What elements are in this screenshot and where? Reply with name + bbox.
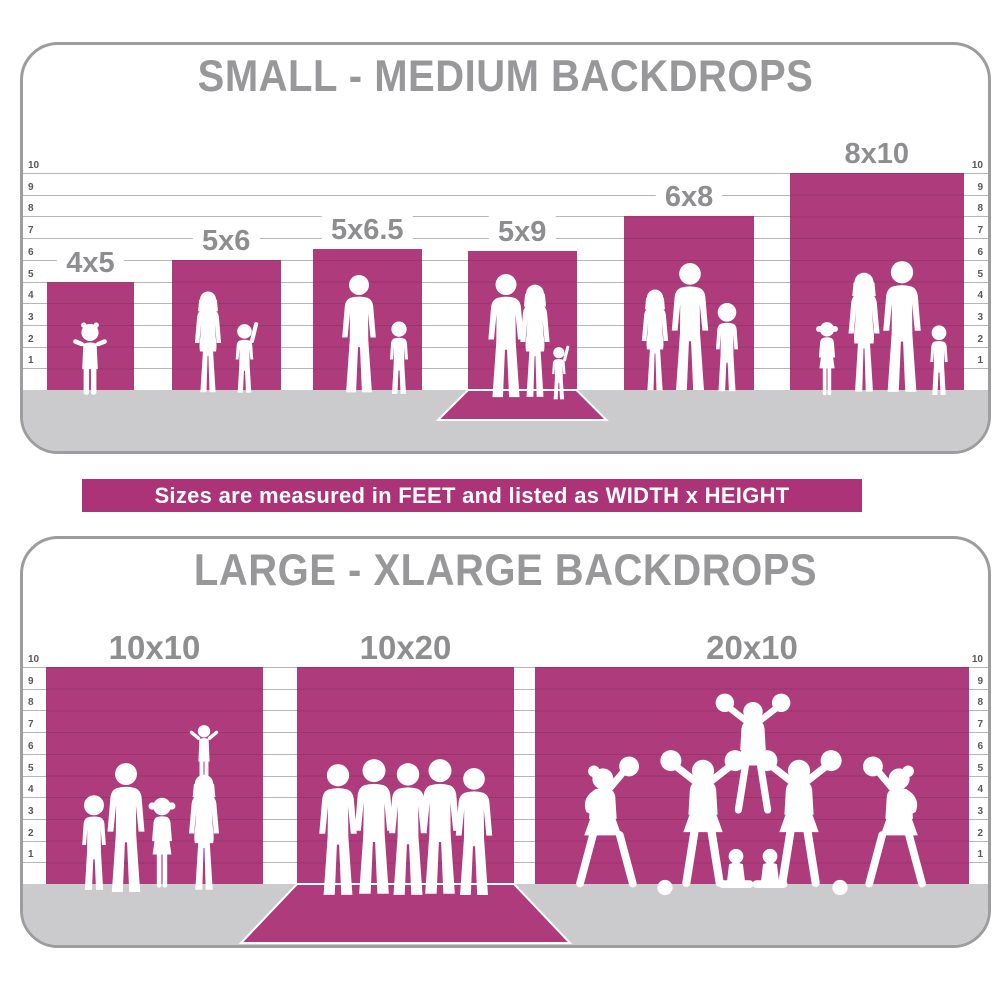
ruler-number-right-4: 4 (977, 290, 983, 302)
size-label-5x6: 5x6 (193, 223, 260, 258)
ruler-number-right-6: 6 (977, 246, 983, 258)
ruler-number-right-8: 8 (977, 203, 983, 215)
ruler-number-right-3: 3 (977, 805, 983, 817)
size-label-6x8: 6x8 (655, 180, 723, 215)
ruler-number-right-7: 7 (977, 225, 983, 237)
ruler-number-left-9: 9 (28, 181, 34, 193)
floor-runway-10x20 (238, 883, 573, 944)
ruler-number-right-6: 6 (977, 740, 983, 752)
ruler-number-right-5: 5 (977, 762, 983, 774)
silhouette-cheer-b (715, 693, 791, 815)
silhouette-woman (848, 272, 880, 392)
ruler-number-left-4: 4 (28, 784, 34, 796)
ruler-number-left-7: 7 (28, 719, 34, 731)
silhouette-boy (715, 303, 739, 392)
large-xlarge-title: LARGE - XLARGE BACKDROPS (193, 545, 818, 596)
ruler-number-left-3: 3 (28, 311, 34, 323)
ruler-number-left-5: 5 (28, 268, 34, 280)
silhouette-layer (72, 261, 948, 421)
ruler-number-left-10: 10 (28, 654, 40, 665)
ruler-number-right-4: 4 (977, 784, 983, 796)
ruler-number-left-3: 3 (28, 805, 34, 817)
size-label-20x10: 20x10 (697, 631, 807, 665)
silhouette-girl (148, 797, 176, 888)
backdrop-block-10x10 (46, 667, 263, 884)
floor-runway-5x9 (435, 389, 609, 421)
size-label-5x6.5: 5x6.5 (321, 212, 413, 247)
silhouette-layer (82, 693, 927, 944)
large-xlarge-size-chart: 10x10 10x20 20x10 1 1 2 2 3 3 4 4 5 5 6 6 7 7 8 8 9 9 10 10 (23, 539, 988, 945)
silhouette-woman (194, 291, 222, 393)
ruler-number-left-8: 8 (28, 697, 34, 709)
ruler-number-left-1: 1 (28, 355, 34, 367)
ruler-number-left-6: 6 (28, 740, 34, 752)
ruler-number-left-1: 1 (28, 849, 34, 861)
silhouette-boy (930, 325, 948, 395)
gridline-10ft (23, 173, 988, 174)
small-medium-title: SMALL - MEDIUM BACKDROPS (197, 51, 814, 102)
ruler-number-left-2: 2 (28, 827, 34, 839)
ruler-number-left-8: 8 (28, 203, 34, 215)
silhouette-cheer-a (862, 756, 927, 889)
silhouette-boy (389, 321, 409, 394)
ruler-number-left-10: 10 (28, 160, 40, 171)
silhouette-man (420, 759, 460, 894)
size-label-4x5: 4x5 (57, 245, 124, 280)
silhouette-cheer-a (575, 756, 640, 889)
size-label-5x9: 5x9 (489, 215, 556, 250)
ruler-number-right-1: 1 (977, 849, 983, 861)
large-xlarge-panel: 10x10 10x20 20x10 1 1 2 2 3 3 4 4 5 5 6 6 7 7 8 8 9 9 10 10 LA… (20, 536, 991, 948)
ruler-number-left-4: 4 (28, 290, 34, 302)
ruler-number-right-7: 7 (977, 719, 983, 731)
silhouette-woman (188, 774, 220, 890)
ruler-number-right-9: 9 (977, 675, 983, 687)
silhouette-woman (520, 284, 550, 397)
silhouette-girl (816, 322, 838, 396)
ruler-number-right-10: 10 (971, 160, 983, 171)
ruler-number-left-2: 2 (28, 333, 34, 345)
ruler-number-right-2: 2 (977, 827, 983, 839)
backdrop-block-4x5 (47, 281, 134, 390)
silhouette-kid-wave (235, 321, 259, 393)
ruler-number-right-10: 10 (971, 654, 983, 665)
gridline-9ft (23, 194, 988, 196)
silhouette-man (671, 263, 709, 391)
silhouette-woman (641, 289, 669, 391)
size-label-8x10: 8x10 (835, 137, 919, 171)
silhouette-man (883, 261, 921, 392)
silhouette-man (488, 274, 524, 398)
size-label-10x10: 10x10 (99, 631, 210, 665)
silhouette-man (107, 763, 145, 892)
ruler-number-right-1: 1 (977, 355, 983, 367)
ruler-number-right-5: 5 (977, 268, 983, 280)
ruler-number-left-9: 9 (28, 675, 34, 687)
silhouette-toddler (72, 322, 108, 395)
silhouette-pom (657, 879, 673, 896)
ruler-number-right-3: 3 (977, 311, 983, 323)
ruler-number-right-8: 8 (977, 697, 983, 709)
silhouette-man (319, 764, 357, 895)
silhouette-man (455, 768, 493, 896)
backdrop-block-5x6 (172, 259, 281, 390)
ruler-number-right-9: 9 (977, 181, 983, 193)
ruler-number-left-5: 5 (28, 762, 34, 774)
silhouette-kid-v (189, 725, 219, 783)
small-medium-size-chart: 4x5 5x6 5x6.5 5x9 6x8 8x10 1 1 2 2 3 3 4 4 5 5 6 6 7 7 8 8 9 9 1… (23, 45, 988, 451)
ruler-number-left-7: 7 (28, 225, 34, 237)
silhouette-kneel (718, 848, 754, 889)
small-medium-panel: 4x5 5x6 5x6.5 5x9 6x8 8x10 1 1 2 2 3 3 4 4 5 5 6 6 7 7 8 8 9 9 1… (20, 42, 991, 454)
silhouette-man (354, 759, 394, 894)
size-label-10x20: 10x20 (350, 631, 461, 665)
silhouette-man (342, 274, 376, 393)
measurement-note-banner: Sizes are measured in FEET and listed as… (82, 479, 862, 512)
silhouette-pom (832, 879, 848, 896)
ruler-number-left-6: 6 (28, 246, 34, 258)
silhouette-boy (82, 795, 106, 890)
ruler-number-right-2: 2 (977, 333, 983, 345)
